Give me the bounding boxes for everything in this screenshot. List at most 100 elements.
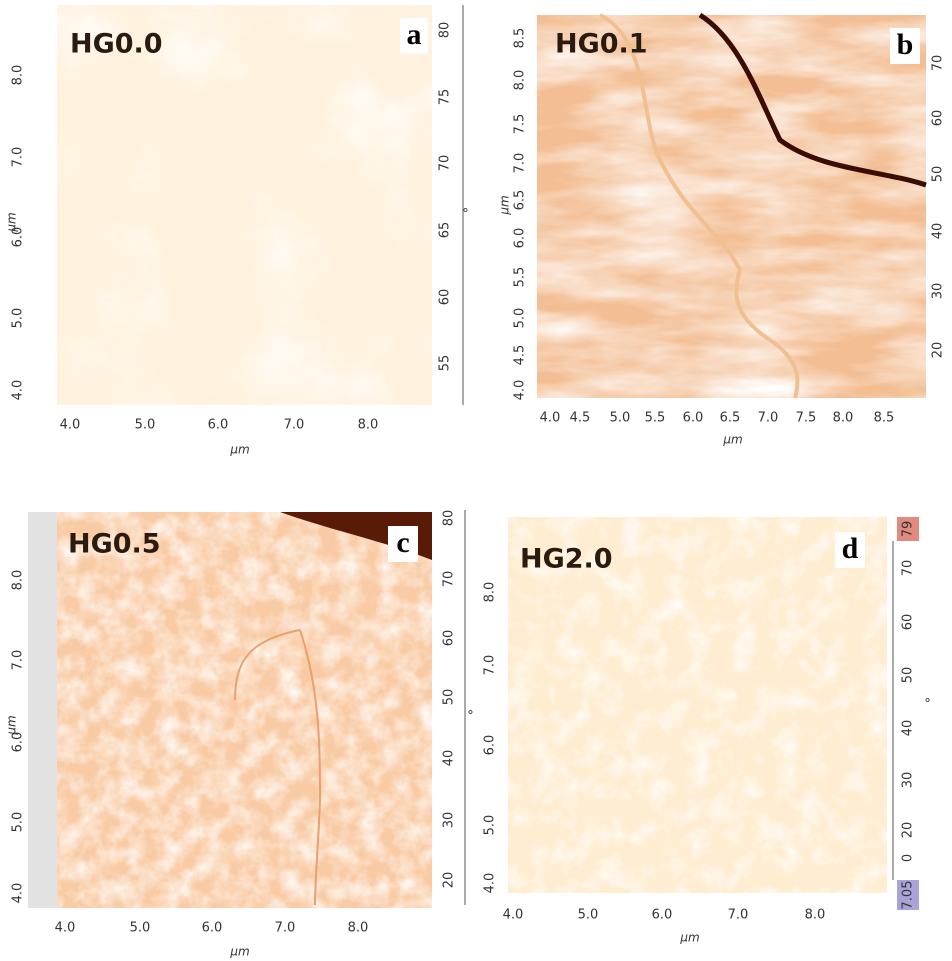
x-tick-label: 5.0 (130, 921, 151, 936)
x-tick-label: 8.5 (874, 411, 895, 426)
y-tick-label: 7.0 (483, 655, 498, 676)
sample-label: HG0.0 (70, 29, 163, 60)
x-tick-label: 8.0 (833, 411, 854, 426)
y-tick-label: 5.0 (513, 308, 528, 329)
colorbar-tick-label: 50 (931, 166, 946, 183)
afm-image (537, 15, 926, 398)
y-tick-label: 7.0 (11, 650, 26, 671)
x-tick-label: 5.0 (578, 908, 599, 923)
colorbar-tick-label: 50 (901, 667, 916, 684)
x-tick-label: 5.5 (645, 411, 666, 426)
colorbar-tick-label: 50 (442, 689, 457, 706)
y-tick-label: 6.0 (11, 227, 26, 248)
y-tick-label: 5.0 (11, 812, 26, 833)
colorbar-unit: ° (925, 697, 940, 704)
colorbar-tick-label: 65 (438, 222, 453, 239)
x-tick-label: 7.0 (758, 411, 779, 426)
panel-letter: a (407, 18, 422, 51)
colorbar-tick-label: 20 (442, 872, 457, 889)
y-tick-label: 8.0 (483, 582, 498, 603)
x-tick-label: 8.0 (805, 908, 826, 923)
x-tick-label: 8.0 (358, 418, 379, 433)
colorbar-tick-label: 0 (901, 854, 916, 862)
y-tick-label: 4.0 (11, 883, 26, 904)
y-tick-label: 5.5 (513, 267, 528, 288)
colorbar-tick-label: 40 (442, 750, 457, 767)
colorbar-tick-label: 20 (931, 342, 946, 359)
y-tick-label: 8.0 (513, 70, 528, 91)
afm-image (508, 517, 887, 893)
x-tick-label: 4.0 (540, 411, 561, 426)
x-tick-label: 6.5 (720, 411, 741, 426)
colorbar-unit: ° (468, 709, 483, 716)
afm-image (57, 512, 432, 908)
y-tick-label: 8.0 (11, 65, 26, 86)
x-tick-label: 5.0 (135, 418, 156, 433)
colorbar-tick-label: 80 (438, 22, 453, 39)
dark-region (280, 512, 432, 560)
colorbar-tick-label: 60 (438, 289, 453, 306)
x-tick-label: 7.5 (796, 411, 817, 426)
colorbar-tick-label: 40 (931, 223, 946, 240)
colorbar-tick-label: 70 (901, 560, 916, 577)
x-tick-label: 6.0 (652, 908, 673, 923)
y-tick-label: 6.5 (513, 190, 528, 211)
margin (28, 512, 57, 908)
letter-box (890, 28, 920, 64)
x-axis-label: μm (722, 433, 742, 447)
colorbar-tick-label: 79 (901, 521, 916, 538)
afm-image (57, 5, 432, 405)
colorbar-unit: ° (463, 207, 478, 214)
x-tick-label: 6.0 (683, 411, 704, 426)
colorbar-tick-label: 30 (442, 812, 457, 829)
sample-label: HG2.0 (520, 544, 613, 575)
x-axis-label: μm (229, 443, 249, 457)
colorbar-tick-label: 30 (901, 772, 916, 789)
x-tick-label: 6.0 (208, 418, 229, 433)
x-tick-label: 6.0 (202, 921, 223, 936)
y-tick-label: 4.0 (11, 380, 26, 401)
panel-letter: b (897, 28, 914, 61)
x-tick-label: 7.0 (284, 418, 305, 433)
colorbar-tick-label: 30 (931, 283, 946, 300)
y-tick-label: 6.0 (11, 732, 26, 753)
colorbar-tick-label: 70 (442, 571, 457, 588)
y-tick-label: 4.5 (513, 345, 528, 366)
colorbar-tick-label: 80 (442, 510, 457, 527)
y-axis-label: μm (5, 715, 19, 735)
colorbar-tick-label: 55 (438, 355, 453, 372)
x-axis-label: μm (679, 931, 699, 945)
panel-letter: c (396, 526, 409, 559)
y-tick-label: 7.0 (11, 147, 26, 168)
panel-letter: d (842, 532, 859, 565)
sample-label: HG0.5 (68, 529, 161, 560)
colorbar-tick-label: 60 (931, 110, 946, 127)
colorbar-tick-label: 75 (438, 89, 453, 106)
y-tick-label: 5.0 (483, 815, 498, 836)
colorbar-tick-label: 20 (901, 822, 916, 839)
y-axis-label: μm (498, 195, 512, 215)
colorbar-tick-label: 60 (901, 614, 916, 631)
x-tick-label: 7.0 (275, 921, 296, 936)
x-tick-label: 8.0 (348, 921, 369, 936)
colorbar-max-box (897, 517, 919, 541)
y-tick-label: 8.5 (513, 28, 528, 49)
x-tick-label: 4.0 (55, 921, 76, 936)
y-tick-label: 7.0 (513, 153, 528, 174)
y-tick-label: 5.0 (11, 308, 26, 329)
x-tick-label: 4.0 (60, 418, 81, 433)
x-tick-label: 7.0 (728, 908, 749, 923)
y-axis-label: μm (5, 212, 19, 232)
y-tick-label: 4.0 (483, 873, 498, 894)
x-axis-label: μm (229, 945, 249, 959)
x-tick-label: 4.5 (570, 411, 591, 426)
letter-box (835, 532, 865, 568)
y-tick-label: 6.0 (513, 228, 528, 249)
y-tick-label: 8.0 (11, 570, 26, 591)
colorbar-tick-label: 70 (438, 155, 453, 172)
y-tick-label: 6.0 (483, 735, 498, 756)
letter-box (400, 18, 428, 54)
colorbar-min-box (897, 880, 919, 910)
crack (698, 12, 927, 188)
